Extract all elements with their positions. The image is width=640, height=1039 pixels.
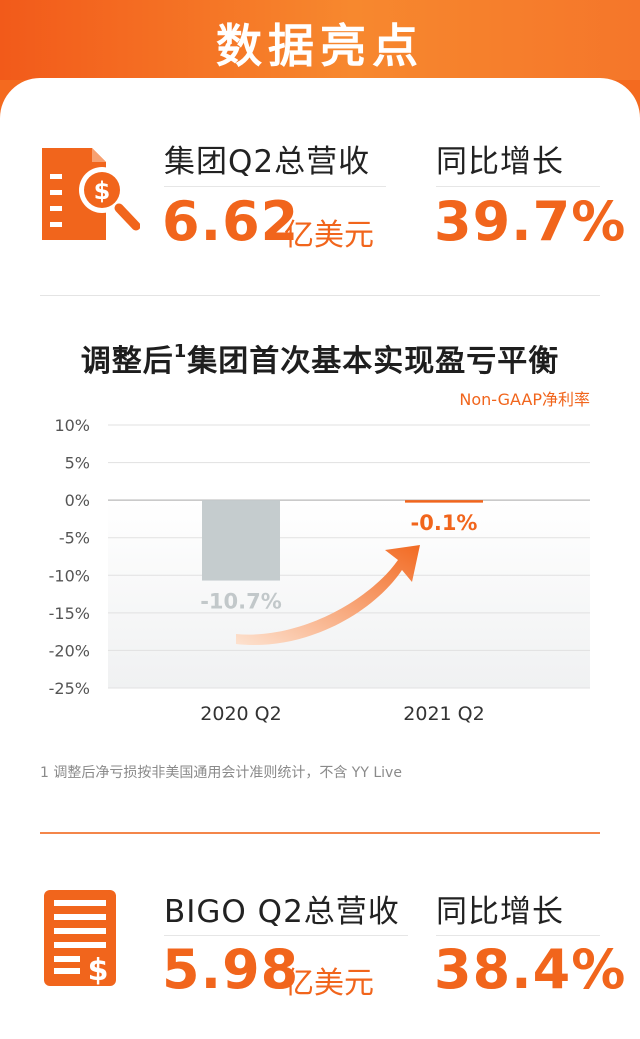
y-tick-label: -10% xyxy=(49,566,90,585)
bigo-growth-value: 38.4% xyxy=(434,938,627,1001)
svg-text:$: $ xyxy=(94,177,111,205)
trend-arrow-icon xyxy=(236,545,420,646)
group-revenue-label: 集团Q2总营收 xyxy=(164,144,371,180)
y-tick-label: 10% xyxy=(54,416,90,435)
x-tick-label: 2020 Q2 xyxy=(200,703,281,725)
data-label: -0.1% xyxy=(411,511,478,535)
y-tick-label: 0% xyxy=(65,491,90,510)
bigo-revenue-value: 5.98 xyxy=(162,938,300,1001)
group-growth-underline xyxy=(436,186,600,187)
chart-title: 调整后1集团首次基本实现盈亏平衡 xyxy=(0,336,640,380)
chart-title-prefix: 调整后 xyxy=(80,344,174,379)
group-revenue-unit: 亿美元 xyxy=(284,218,374,253)
bar xyxy=(202,500,280,581)
chart-footnote: 1 调整后净亏损按非美国通用会计准则统计，不含 YY Live xyxy=(40,765,402,781)
bigo-revenue-underline xyxy=(164,935,408,936)
group-revenue-value: 6.62 xyxy=(162,190,300,253)
y-tick-label: -5% xyxy=(59,529,90,548)
bigo-revenue-unit: 亿美元 xyxy=(284,966,374,1001)
bigo-growth-label: 同比增长 xyxy=(436,894,564,930)
chart-title-footnote-mark: 1 xyxy=(173,341,188,362)
y-tick-label: 5% xyxy=(65,454,90,473)
x-tick-label: 2021 Q2 xyxy=(403,703,484,725)
data-label: -10.7% xyxy=(200,590,282,614)
y-tick-label: -15% xyxy=(49,604,90,623)
plot-background xyxy=(108,500,590,688)
banner: 数据亮点 xyxy=(0,0,640,80)
group-growth-label: 同比增长 xyxy=(436,144,564,180)
bar xyxy=(405,500,483,503)
section-divider xyxy=(40,295,600,296)
y-tick-label: -20% xyxy=(49,641,90,660)
bigo-revenue-label: BIGO Q2总营收 xyxy=(164,894,400,930)
bigo-growth-underline xyxy=(436,935,600,936)
chart-title-suffix: 集团首次基本实现盈亏平衡 xyxy=(187,344,560,379)
document-dollar-search-icon: $ xyxy=(42,148,140,240)
receipt-dollar-icon: $ xyxy=(44,890,116,988)
group-growth-value: 39.7% xyxy=(434,190,627,253)
y-tick-label: -25% xyxy=(49,679,90,698)
net-margin-chart: 10% 5% 0% -5% -10% -15% -20% -25% -10.7% -0.1% 2… xyxy=(49,416,590,725)
series-legend: Non-GAAP净利率 xyxy=(459,390,590,409)
banner-title: 数据亮点 xyxy=(216,19,424,73)
section-divider-accent xyxy=(40,832,600,834)
group-revenue-underline xyxy=(164,186,386,187)
svg-text:$: $ xyxy=(88,953,109,988)
